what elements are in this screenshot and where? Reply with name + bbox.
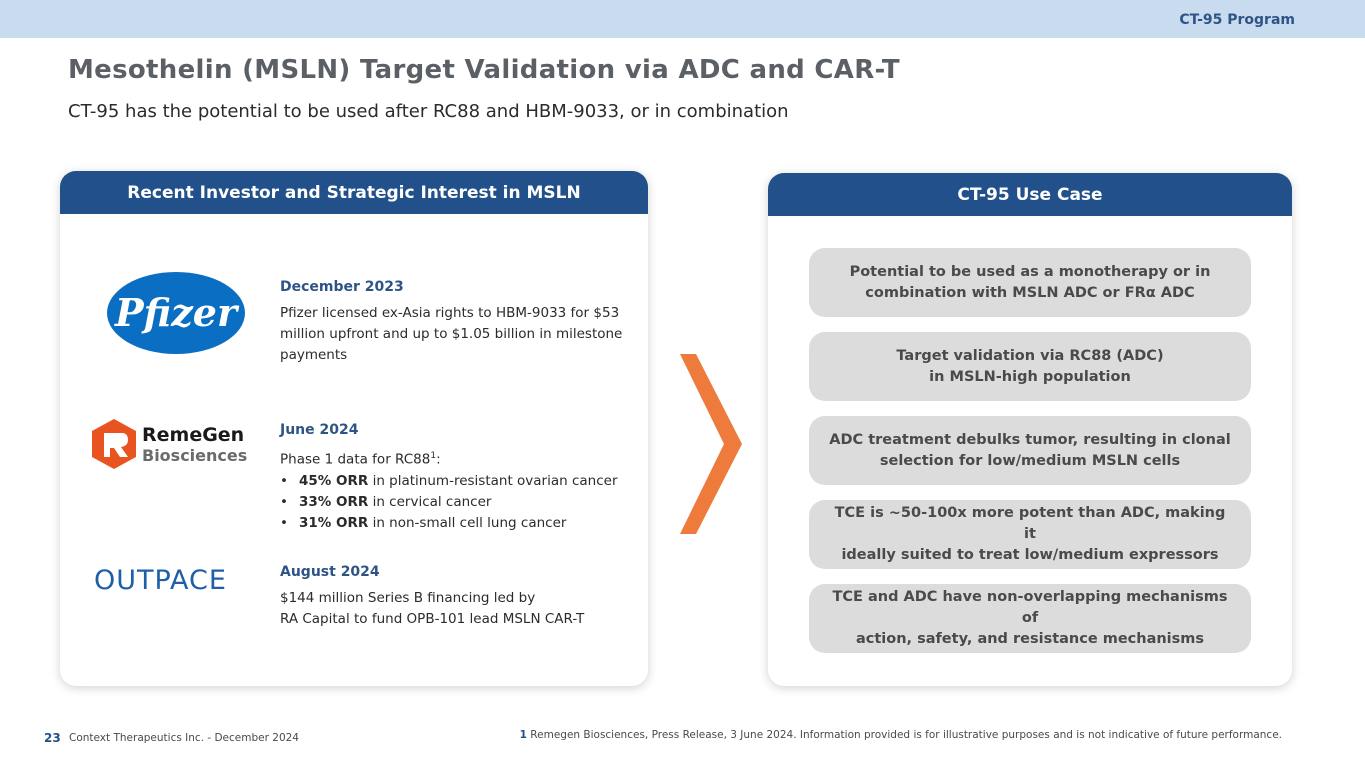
pfizer-date: December 2023 (280, 279, 404, 295)
remegen-logo: RemeGen Biosciences (90, 417, 258, 475)
page-subtitle: CT-95 has the potential to be used after… (68, 101, 789, 122)
remegen-date: June 2024 (280, 422, 359, 438)
use-case-card: CT-95 Use Case Potential to be used as a… (768, 173, 1292, 686)
svg-text:RemeGen: RemeGen (142, 424, 244, 446)
orr-bullet: 31% ORR in non-small cell lung cancer (280, 513, 625, 534)
outpace-date: August 2024 (280, 564, 380, 580)
page-title: Mesothelin (MSLN) Target Validation via … (68, 55, 900, 85)
pfizer-entry: December 2023 Pfizer licensed ex-Asia ri… (280, 279, 625, 366)
pfizer-description: Pfizer licensed ex-Asia rights to HBM-90… (280, 305, 623, 363)
orr-list: 45% ORR in platinum-resistant ovarian ca… (280, 471, 625, 534)
remegen-intro: Phase 1 data for RC881: (280, 451, 441, 468)
footnote: 1 Remegen Biosciences, Press Release, 3 … (519, 729, 1282, 741)
orr-bullet: 45% ORR in platinum-resistant ovarian ca… (280, 471, 625, 492)
remegen-entry: June 2024 Phase 1 data for RC881: 45% OR… (280, 422, 625, 534)
outpace-line-2: RA Capital to fund OPB-101 lead MSLN CAR… (280, 611, 585, 627)
pfizer-logo: Pfizer (106, 271, 246, 359)
use-case-item: TCE is ~50-100x more potent than ADC, ma… (809, 500, 1251, 569)
svg-text:Biosciences: Biosciences (142, 446, 247, 465)
top-banner: CT-95 Program (0, 0, 1365, 38)
svg-text:OUTPACE: OUTPACE (94, 565, 227, 595)
chevron-right-icon (680, 354, 744, 538)
use-case-item: Target validation via RC88 (ADC) in MSLN-… (809, 332, 1251, 401)
svg-text:Pfizer: Pfizer (114, 290, 240, 335)
outpace-line-1: $144 million Series B financing led by (280, 590, 536, 606)
use-case-heading: CT-95 Use Case (768, 173, 1292, 216)
orr-bullet: 33% ORR in cervical cancer (280, 492, 625, 513)
use-case-item: TCE and ADC have non-overlapping mechani… (809, 584, 1251, 653)
outpace-logo: OUTPACE (94, 563, 264, 599)
footer-company: Context Therapeutics Inc. - December 202… (69, 732, 299, 744)
program-label: CT-95 Program (1179, 12, 1295, 28)
use-case-item: Potential to be used as a monotherapy or… (809, 248, 1251, 317)
investor-interest-card: Recent Investor and Strategic Interest i… (60, 171, 648, 686)
investor-interest-heading: Recent Investor and Strategic Interest i… (60, 171, 648, 214)
use-case-item: ADC treatment debulks tumor, resulting i… (809, 416, 1251, 485)
outpace-entry: August 2024 $144 million Series B financ… (280, 564, 625, 630)
page-number: 23 (44, 731, 61, 745)
